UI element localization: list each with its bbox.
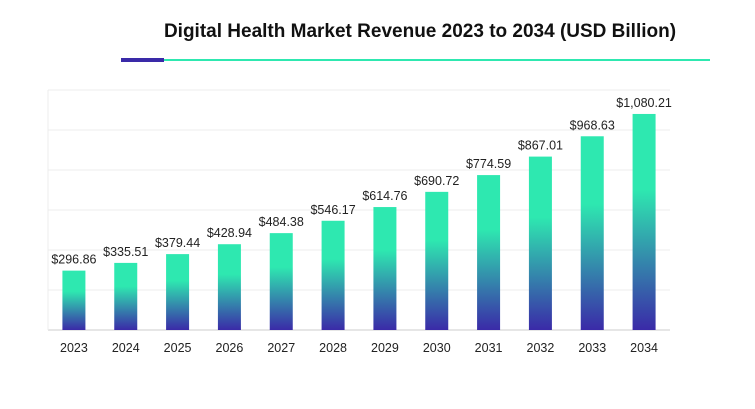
gridlines (47, 89, 670, 331)
x-tick-2032: 2032 (527, 341, 555, 355)
bar-2032 (528, 156, 552, 330)
bar-2034 (632, 113, 656, 330)
x-tick-2029: 2029 (371, 341, 399, 355)
bar-2031 (477, 175, 501, 330)
bar-2025 (166, 254, 190, 330)
x-tick-2025: 2025 (164, 341, 192, 355)
value-label-2025: $379.44 (155, 236, 200, 250)
x-tick-labels: 2023 2024 2025 2026 2027 2028 2029 2030 2031 2032… (60, 341, 658, 355)
title-underline (164, 59, 710, 61)
bar-2024 (114, 262, 138, 330)
value-label-2031: $774.59 (466, 157, 511, 171)
x-tick-2026: 2026 (216, 341, 244, 355)
value-label-2027: $484.38 (259, 215, 304, 229)
bar-2030 (425, 191, 449, 330)
bar-2027 (269, 233, 293, 330)
bars (62, 113, 656, 330)
x-tick-2027: 2027 (267, 341, 295, 355)
x-tick-2030: 2030 (423, 341, 451, 355)
bar-2026 (217, 244, 241, 330)
value-label-2024: $335.51 (103, 245, 148, 259)
x-tick-2024: 2024 (112, 341, 140, 355)
chart-title: Digital Health Market Revenue 2023 to 20… (163, 21, 677, 42)
bar-2029 (373, 207, 397, 330)
value-label-2033: $968.63 (570, 118, 615, 132)
x-tick-2033: 2033 (578, 341, 606, 355)
value-label-2028: $546.17 (310, 203, 355, 217)
bar-2028 (321, 220, 345, 330)
bar-2033 (580, 136, 604, 330)
bar-2023 (62, 270, 86, 330)
value-label-2032: $867.01 (518, 139, 563, 153)
x-tick-2023: 2023 (60, 341, 88, 355)
value-label-2034: $1,080.21 (616, 96, 672, 110)
value-labels: $296.86 $335.51 $379.44 $428.94 $484.38 $546.… (51, 96, 672, 267)
title-accent-bar (121, 58, 164, 62)
x-tick-2034: 2034 (630, 341, 658, 355)
value-label-2023: $296.86 (51, 253, 96, 267)
x-tick-2031: 2031 (475, 341, 503, 355)
value-label-2030: $690.72 (414, 174, 459, 188)
x-tick-2028: 2028 (319, 341, 347, 355)
value-label-2026: $428.94 (207, 226, 252, 240)
value-label-2029: $614.76 (362, 189, 407, 203)
